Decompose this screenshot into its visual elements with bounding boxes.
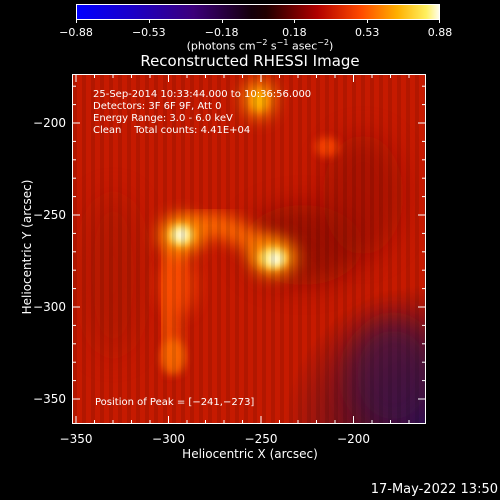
image-title: Reconstructed RHESSI Image [140, 52, 360, 70]
colorbar-tick-mark [76, 19, 77, 23]
colorbar-tick-label: −0.88 [59, 26, 93, 39]
colorbar-tick-mark [367, 19, 369, 23]
plot-timestamp: 17-May-2022 13:50 [370, 482, 498, 497]
colorbar-tick-label: 0.18 [282, 26, 307, 39]
x-tick-label: −250 [244, 432, 278, 446]
x-tick-label: −300 [152, 432, 185, 446]
info-energy-range: Energy Range: 3.0 - 6.0 keV [93, 113, 233, 124]
rhessi-map-image [73, 75, 425, 423]
y-axis-title: Heliocentric Y (arcsec) [20, 179, 34, 315]
x-axis-title: Heliocentric X (arcsec) [182, 447, 318, 461]
info-clean-counts: Clean Total counts: 4.41E+04 [93, 125, 251, 136]
x-tick-label: −350 [59, 432, 93, 446]
colorbar [76, 4, 440, 20]
colorbar-tick-mark [221, 19, 223, 23]
colorbar-tick-mark [294, 19, 296, 23]
peak-position-label: Position of Peak = [−241,−273] [95, 397, 255, 408]
info-time-range: 25-Sep-2014 10:33:44.000 to 10:36:56.000 [93, 89, 312, 100]
x-tick-label: −200 [337, 432, 370, 446]
y-tick-label: −350 [33, 392, 66, 406]
info-detectors: Detectors: 3F 6F 9F, Att 0 [93, 101, 222, 112]
colorbar-tick-label: 0.53 [354, 26, 380, 39]
colorbar-units-label: (photons cm−2 s−1 asec−2) [186, 38, 334, 53]
colorbar-tick-label: −0.18 [204, 26, 239, 39]
y-tick-label: −250 [33, 208, 66, 222]
colorbar-tick-mark [439, 19, 440, 23]
y-tick-label: −300 [33, 300, 66, 314]
colorbar-tick-mark [148, 19, 150, 23]
colorbar-tick-label: −0.53 [131, 26, 166, 39]
y-tick-label: −200 [33, 116, 66, 130]
colorbar-tick-label: 0.88 [427, 26, 453, 39]
plot-area: 25-Sep-2014 10:33:44.000 to 10:36:56.000… [72, 74, 426, 424]
